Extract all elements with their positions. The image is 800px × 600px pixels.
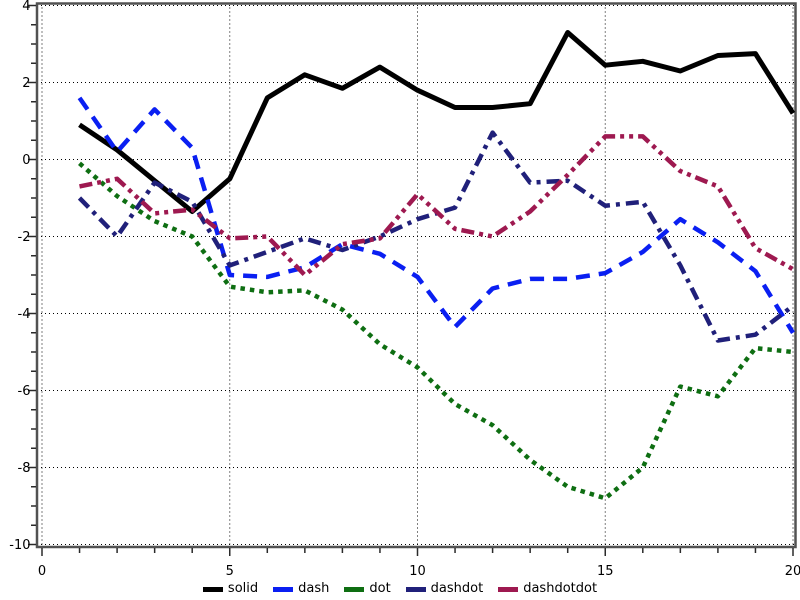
legend-sample-solid xyxy=(202,586,223,592)
y-tick-label: 4 xyxy=(22,0,30,14)
y-tick-label: 0 xyxy=(22,153,30,168)
legend-label: dashdotdot xyxy=(523,581,598,596)
legend: solid dash dot dashdot dashdotdot xyxy=(0,580,800,598)
legend-item-solid: solid xyxy=(202,581,259,597)
legend-item-dashdotdot: dashdotdot xyxy=(498,581,597,597)
legend-label: dashdot xyxy=(430,581,484,596)
legend-sample-dashdotdot xyxy=(498,586,519,592)
legend-label: solid xyxy=(227,581,259,596)
x-tick-label: 5 xyxy=(226,564,234,579)
legend-label: dash xyxy=(298,581,330,596)
legend-sample-dot xyxy=(344,586,365,592)
y-tick-label: -8 xyxy=(18,461,31,476)
x-tick-label: 15 xyxy=(597,564,614,579)
legend-item-dashdot: dashdot xyxy=(405,581,484,597)
series-line-dot xyxy=(78,161,794,501)
legend-sample-dashdot xyxy=(405,586,426,592)
y-tick-label: -10 xyxy=(9,538,30,553)
legend-label: dot xyxy=(369,581,391,596)
plot-frame xyxy=(35,2,797,549)
y-tick-label: -2 xyxy=(18,230,31,245)
legend-sample-dash xyxy=(273,586,294,592)
x-tick-label: 20 xyxy=(785,564,800,579)
series-line-solid xyxy=(78,30,796,214)
legend-item-dash: dash xyxy=(273,581,329,597)
axis-ticks xyxy=(28,4,794,556)
y-tick-label: -4 xyxy=(18,307,31,322)
y-tick-label: 2 xyxy=(22,76,30,91)
legend-item-dot: dot xyxy=(344,581,391,597)
x-tick-label: 10 xyxy=(409,564,426,579)
x-tick-label: 0 xyxy=(38,564,46,579)
series-line-dashdotdot xyxy=(79,134,795,278)
y-tick-label: -6 xyxy=(18,384,31,399)
